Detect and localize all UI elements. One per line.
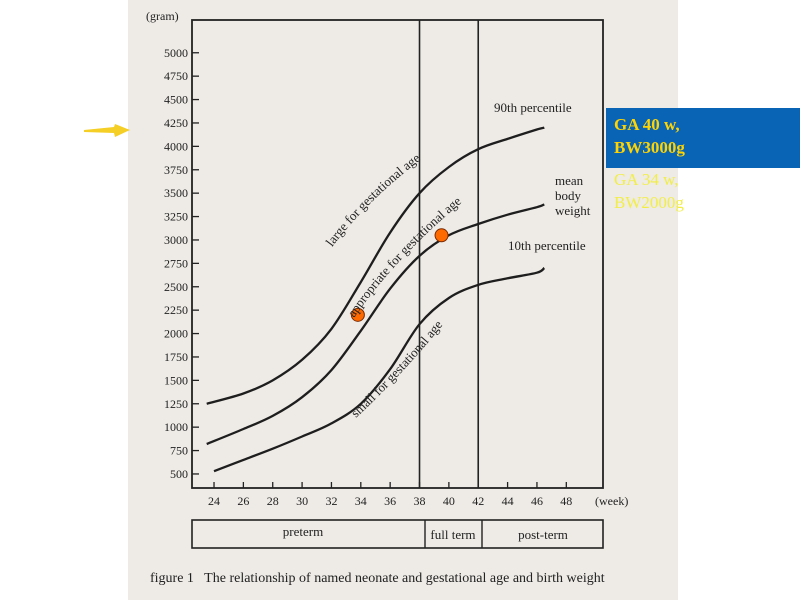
- gridlines: [418, 20, 480, 488]
- curve-label-lga-text: large for gestational age: [322, 150, 423, 249]
- x-unit-label: (week): [595, 494, 628, 508]
- y-tick-label: 3750: [164, 163, 188, 177]
- legend-mean-2: body: [555, 188, 582, 203]
- y-tick-label: 750: [170, 444, 188, 458]
- period-preterm: preterm: [283, 524, 323, 539]
- y-tick-label: 3500: [164, 186, 188, 200]
- annotation-box: [606, 108, 800, 168]
- figure-caption: figure 1 The relationship of named neona…: [150, 571, 605, 586]
- y-tick-label: 1750: [164, 350, 188, 364]
- x-tick-label: 30: [296, 494, 308, 508]
- y-tick-label: 5000: [164, 46, 188, 60]
- x-tick-label: 44: [502, 494, 514, 508]
- markers-layer: [350, 228, 449, 322]
- annotation-line-2: BW3000g: [614, 138, 685, 157]
- period-band: [191, 519, 604, 549]
- y-tick-label: 4250: [164, 116, 188, 130]
- x-tick-label: 34: [355, 494, 367, 508]
- curve-label-lga: large for gestational age: [322, 150, 423, 249]
- legend-mean-3: weight: [555, 203, 591, 218]
- y-tick-label: 1500: [164, 373, 188, 387]
- x-tick-label: 28: [267, 494, 279, 508]
- annotation-line-3: GA 34 w,: [614, 170, 679, 189]
- y-tick-label: 4500: [164, 93, 188, 107]
- x-tick-label: 24: [208, 494, 220, 508]
- period-full-term: full term: [430, 527, 475, 542]
- plot-frame: [191, 19, 604, 489]
- x-tick-label: 48: [560, 494, 572, 508]
- curve-label-sga: small for gestational age: [348, 317, 446, 420]
- x-tick-label: 32: [325, 494, 337, 508]
- x-tick-label: 38: [414, 494, 426, 508]
- x-tick-label: 42: [472, 494, 484, 508]
- x-tick-label: 46: [531, 494, 543, 508]
- legend-p10: 10th percentile: [508, 238, 586, 253]
- x-tick-label: 40: [443, 494, 455, 508]
- legend-mean-1: mean: [555, 173, 584, 188]
- annotation-line-1: GA 40 w,: [614, 115, 680, 134]
- y-tick-label: 2500: [164, 280, 188, 294]
- y-unit-label: (gram): [146, 9, 179, 23]
- series-line: [206, 126, 545, 405]
- y-tick-label: 1250: [164, 397, 188, 411]
- legend-p90: 90th percentile: [494, 100, 572, 115]
- series-line: [206, 203, 545, 446]
- y-tick-label: 500: [170, 467, 188, 481]
- period-post-term: post-term: [518, 527, 568, 542]
- arrow-icon: [84, 124, 130, 137]
- y-tick-label: 4000: [164, 139, 188, 153]
- data-point-marker: [434, 228, 449, 243]
- axes: 500 750 1000 1250 1500 1750 2000 2250 2500 2750 30…: [164, 19, 604, 508]
- y-tick-label: 2750: [164, 256, 188, 270]
- y-tick-label: 2250: [164, 303, 188, 317]
- curve-label-sga-text: small for gestational age: [348, 317, 446, 420]
- series-line: [213, 267, 546, 473]
- data-point-marker: [350, 307, 365, 322]
- y-tick-label: 1000: [164, 420, 188, 434]
- annotation-line-4: BW2000g: [614, 193, 684, 212]
- y-tick-label: 4750: [164, 69, 188, 83]
- scanned-figure-background: [128, 0, 678, 600]
- x-tick-label: 26: [237, 494, 249, 508]
- series-layer: [206, 126, 546, 473]
- y-tick-label: 3000: [164, 233, 188, 247]
- y-tick-label: 2000: [164, 327, 188, 341]
- y-tick-label: 3250: [164, 210, 188, 224]
- x-tick-label: 36: [384, 494, 396, 508]
